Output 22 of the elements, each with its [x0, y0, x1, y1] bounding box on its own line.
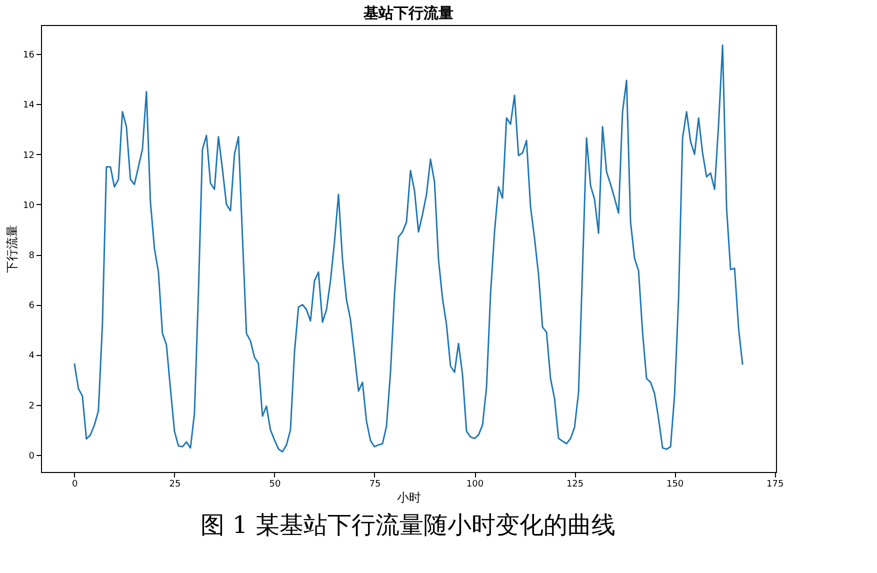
x-tick-label: 125 [566, 480, 584, 490]
x-tick-label: 150 [666, 480, 684, 490]
x-tick-label: 100 [466, 480, 484, 490]
y-tick-label: 10 [23, 200, 35, 211]
line-series [74, 44, 744, 452]
y-tick-label: 14 [23, 100, 35, 111]
x-tick-label: 50 [269, 480, 281, 490]
x-tick-label: 75 [369, 480, 381, 490]
x-tick-label: 0 [72, 480, 78, 490]
x-axis-title: 小时 [397, 490, 421, 504]
y-tick-label: 0 [28, 451, 35, 462]
y-tick-label: 4 [28, 351, 35, 362]
y-tick-label: 2 [28, 401, 34, 412]
y-axis-title: 下行流量 [5, 225, 20, 273]
x-tick-label: 175 [766, 480, 784, 490]
y-tick-label: 8 [28, 251, 35, 262]
y-tick-label: 16 [23, 50, 35, 61]
caption: 图 1 某基站下行流量随小时变化的曲线 [200, 511, 616, 539]
chart-title: 基站下行流量 [362, 4, 454, 22]
y-tick-label: 6 [28, 301, 35, 312]
y-tick-label: 12 [23, 150, 34, 161]
x-tick-label: 25 [169, 480, 181, 490]
